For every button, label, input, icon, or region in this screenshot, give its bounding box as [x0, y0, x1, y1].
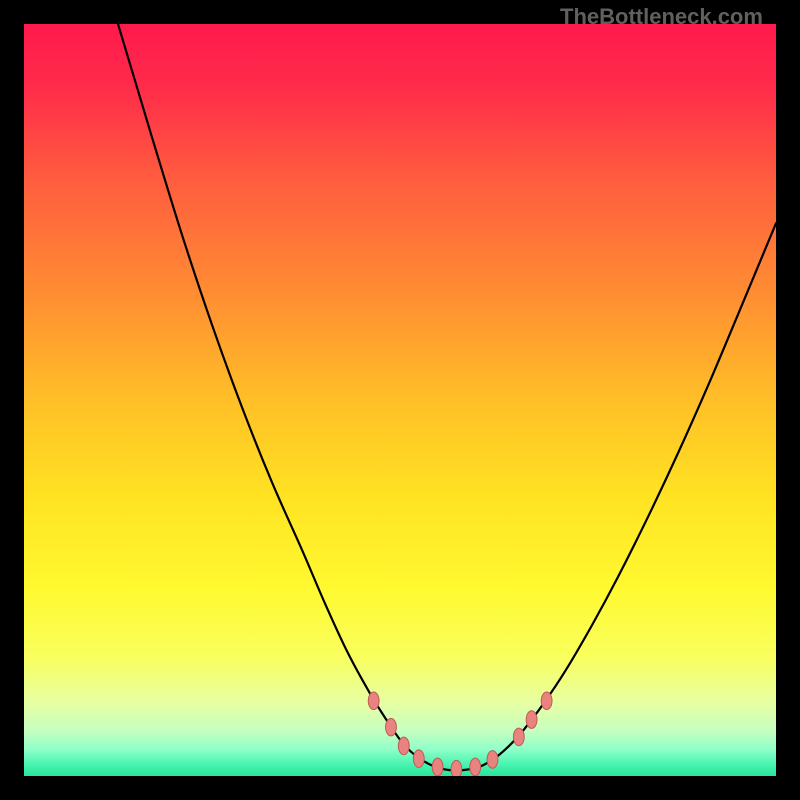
marker-point	[541, 692, 552, 710]
marker-point	[513, 728, 524, 746]
marker-point	[398, 737, 409, 755]
chart-svg	[24, 24, 776, 776]
plot-area	[24, 24, 776, 776]
watermark-text: TheBottleneck.com	[560, 4, 763, 30]
marker-point	[386, 718, 397, 736]
gradient-background	[24, 24, 776, 776]
marker-point	[368, 692, 379, 710]
marker-point	[526, 711, 537, 729]
marker-point	[432, 758, 443, 776]
marker-point	[487, 751, 498, 769]
marker-point	[470, 758, 481, 776]
marker-point	[451, 760, 462, 776]
marker-point	[413, 750, 424, 768]
